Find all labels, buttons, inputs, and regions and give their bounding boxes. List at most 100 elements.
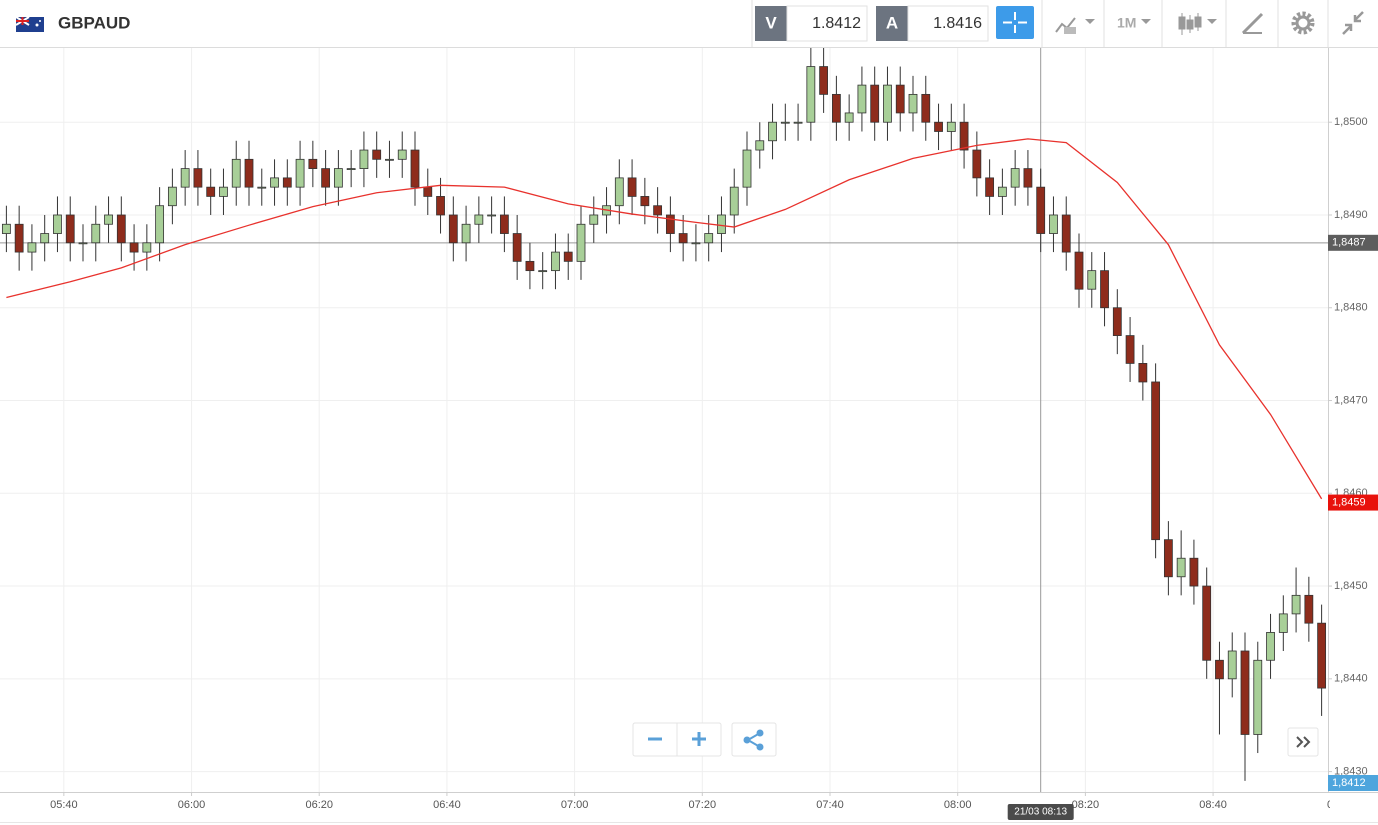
candle-body xyxy=(1,223,11,234)
x-tick-label: 05:40 xyxy=(50,799,78,811)
candle-body xyxy=(972,149,982,179)
candle-body xyxy=(270,177,279,188)
y-tick-label: 1,8470 xyxy=(1334,394,1368,406)
settings-button[interactable] xyxy=(1291,11,1315,35)
drawing-tools-button[interactable] xyxy=(1241,12,1264,35)
x-tick-label: 06:00 xyxy=(178,799,206,811)
candle-body xyxy=(985,177,995,197)
candle-body xyxy=(844,112,854,123)
last-tag-label: 1,8412 xyxy=(1332,777,1366,789)
candles-button[interactable] xyxy=(1178,13,1217,35)
y-tick-label: 1,8480 xyxy=(1334,302,1368,314)
y-tick-label: 1,8440 xyxy=(1334,673,1368,685)
candle-body xyxy=(614,177,624,207)
candle-body xyxy=(359,149,369,169)
candle-body xyxy=(1240,650,1250,735)
candle-body xyxy=(385,158,394,161)
candle-body xyxy=(538,270,548,273)
x-tick-label: 07:40 xyxy=(816,799,844,811)
candle-body xyxy=(870,84,880,123)
share-button[interactable] xyxy=(731,722,777,757)
sell-price[interactable]: 1.8412 xyxy=(812,15,861,32)
toolbar xyxy=(0,0,1378,47)
candle-body xyxy=(397,149,407,160)
price-line xyxy=(1328,234,1378,251)
x-tick-label: 07:20 xyxy=(689,799,717,811)
candle-body xyxy=(1278,613,1288,633)
candle-body xyxy=(474,214,484,225)
candle-body xyxy=(129,242,139,253)
candle-body xyxy=(1215,659,1224,680)
candle-body xyxy=(627,177,637,197)
ma-tag xyxy=(1328,494,1378,511)
symbol: GBPAUD xyxy=(58,13,130,32)
candle-body xyxy=(499,214,509,234)
candle-body xyxy=(691,242,701,245)
ma-tag-label: 1,8459 xyxy=(1332,496,1366,508)
plot-area xyxy=(0,48,1328,792)
candle-body xyxy=(665,214,675,234)
x-tick-label: 08:20 xyxy=(1072,799,1100,811)
crosshair-tag-box xyxy=(1007,804,1074,820)
crosshair-tag-label: 21/03 08:13 xyxy=(1014,807,1067,818)
x-tick-label: 06:20 xyxy=(305,799,333,811)
candle-body xyxy=(91,223,101,244)
buy-button[interactable] xyxy=(876,6,908,41)
candle-body xyxy=(1176,557,1186,578)
candle-body xyxy=(704,233,714,244)
x-tick-label: 09:00 xyxy=(1327,799,1355,811)
chart-type-button[interactable] xyxy=(1055,17,1095,34)
timeframe-arrow[interactable] xyxy=(1141,19,1151,24)
crosshair-button[interactable] xyxy=(996,6,1034,39)
flag-icon xyxy=(15,16,44,32)
candle-body xyxy=(1227,650,1237,680)
candle-body xyxy=(742,149,752,188)
zoom-in-button[interactable] xyxy=(692,732,706,746)
candle-body xyxy=(1189,557,1199,587)
candle-body xyxy=(895,84,905,114)
candle-body xyxy=(53,214,62,234)
candle-body xyxy=(946,121,956,132)
candle-body xyxy=(959,121,969,151)
candle-body xyxy=(1317,622,1327,689)
scroll-end-button[interactable] xyxy=(1287,727,1319,757)
x-tick-label: 06:40 xyxy=(433,799,461,811)
candle-body xyxy=(436,196,445,216)
candle-body xyxy=(997,186,1007,197)
candle-body xyxy=(333,168,343,188)
candle-body xyxy=(1087,270,1097,290)
moving-average xyxy=(6,138,1323,500)
x-tick-label: 07:00 xyxy=(561,799,589,811)
sell-label[interactable]: V xyxy=(765,13,777,32)
y-tick-label: 1,8450 xyxy=(1334,580,1368,592)
candle-body xyxy=(180,168,190,188)
candle-body xyxy=(1253,659,1263,735)
candle-body xyxy=(1125,335,1135,364)
candle-body xyxy=(257,186,267,189)
candle-body xyxy=(883,84,892,123)
candle-body xyxy=(653,205,663,216)
candle-body xyxy=(116,214,126,244)
candle-body xyxy=(461,223,471,244)
buy-price-box[interactable] xyxy=(907,5,989,42)
candle-body xyxy=(1266,632,1275,661)
candle-body xyxy=(40,233,50,244)
buy-label[interactable]: A xyxy=(886,13,898,32)
sell-price-box[interactable] xyxy=(786,5,868,42)
candle-body xyxy=(525,260,535,272)
timeframe[interactable]: 1M xyxy=(1117,15,1136,31)
candle-body xyxy=(1010,168,1020,188)
candle-body xyxy=(908,93,918,114)
candle-body xyxy=(1163,539,1173,578)
candle-body xyxy=(1112,307,1122,336)
buy-price[interactable]: 1.8416 xyxy=(933,15,982,32)
collapse-button[interactable] xyxy=(1342,11,1364,35)
candle-body xyxy=(27,242,37,253)
candle-body xyxy=(65,214,75,244)
candle-body xyxy=(857,84,867,114)
candle-body xyxy=(1036,186,1046,234)
x-tick-label: 08:40 xyxy=(1199,799,1227,811)
price-line-label: 1,8487 xyxy=(1332,237,1366,249)
sell-button[interactable] xyxy=(755,6,787,41)
